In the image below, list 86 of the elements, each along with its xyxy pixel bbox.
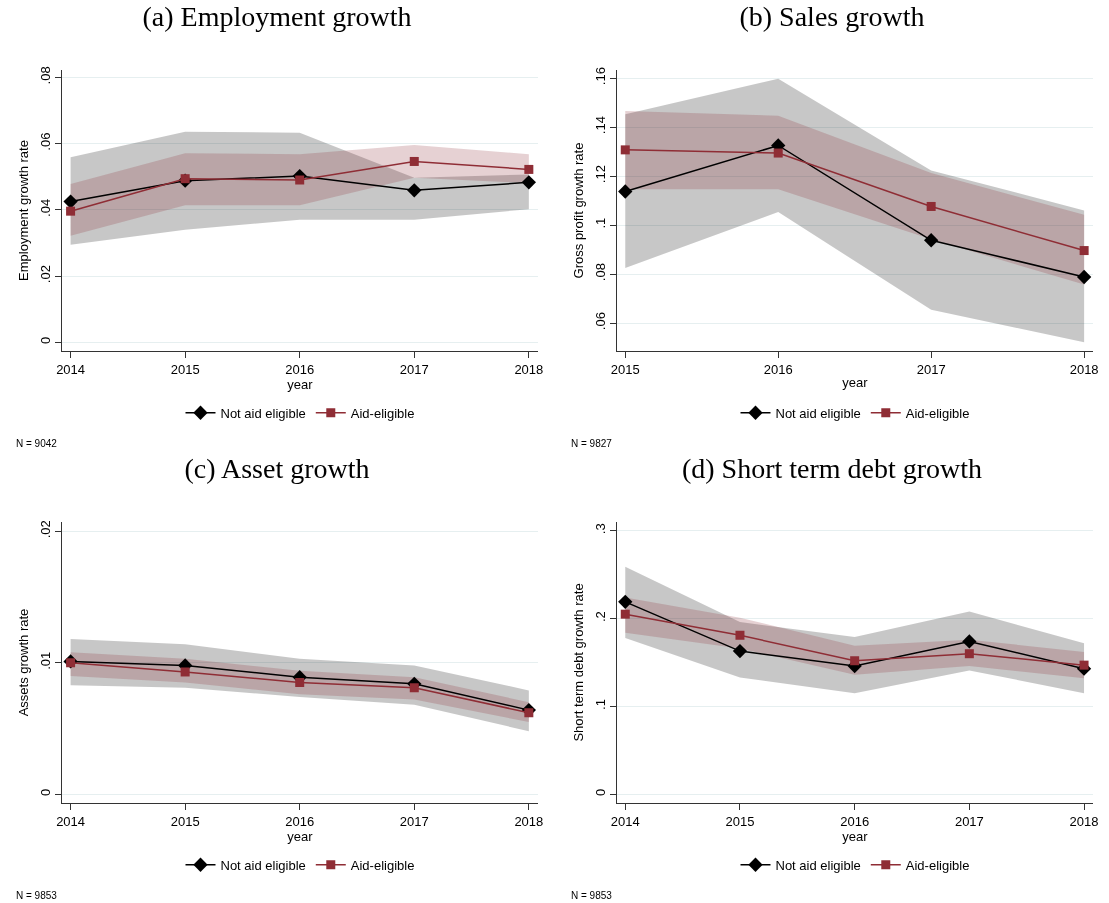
y-tick-label: .3 — [592, 523, 608, 535]
x-tick-label: 2016 — [285, 361, 315, 377]
x-axis-title: year — [287, 828, 314, 844]
point — [620, 609, 630, 619]
point — [618, 594, 633, 610]
y-tick-label: 0 — [592, 788, 608, 796]
point — [620, 145, 630, 155]
x-tick-label: 2015 — [610, 361, 640, 377]
point — [773, 148, 783, 158]
x-axis-title: year — [842, 828, 869, 844]
point — [926, 201, 936, 211]
chart-title: (c) Asset growth — [184, 453, 370, 485]
point — [850, 656, 860, 666]
text: N = 9853 — [16, 890, 58, 901]
y-tick-label: .1 — [592, 217, 608, 229]
x-tick-label: 2017 — [399, 361, 429, 377]
y-axis-title: Gross profit growth rate — [570, 142, 586, 279]
x-tick-label: 2018 — [1069, 361, 1099, 377]
x-tick-label: 2017 — [399, 813, 429, 829]
y-tick-label: .1 — [592, 699, 608, 710]
point — [409, 683, 419, 693]
text: N = 9827 — [571, 438, 613, 449]
legend-label: Not aid eligible — [220, 405, 306, 421]
point — [964, 649, 974, 659]
chart-title: (a) Employment growth — [142, 1, 412, 33]
y-tick-label: .06 — [592, 312, 608, 331]
y-axis-title: Employment growth rate — [15, 140, 31, 281]
chart-title: (b) Sales growth — [739, 1, 925, 33]
x-tick-label: 2014 — [610, 813, 640, 829]
point — [1079, 246, 1089, 256]
point — [524, 164, 534, 174]
text: N = 9042 — [16, 438, 58, 449]
x-tick-label: 2016 — [285, 813, 315, 829]
y-tick-label: .02 — [37, 520, 53, 539]
x-tick-label: 2015 — [170, 813, 200, 829]
y-tick-label: .04 — [37, 198, 53, 217]
legend-label: Aid-eligible — [905, 405, 970, 421]
legend-label: Not aid eligible — [775, 405, 861, 421]
x-tick-label: 2018 — [514, 361, 544, 377]
x-tick-label: 2016 — [763, 361, 793, 377]
y-tick-label: .01 — [37, 651, 53, 670]
legend-label: Not aid eligible — [775, 857, 861, 873]
x-axis-title: year — [842, 375, 869, 391]
y-tick-label: .14 — [592, 116, 608, 135]
y-tick-label: .06 — [37, 132, 53, 151]
point — [1079, 660, 1089, 670]
y-tick-label: 0 — [37, 788, 53, 796]
x-tick-label: 2017 — [954, 813, 984, 829]
legend-label: Aid-eligible — [350, 857, 415, 873]
y-tick-label: .12 — [592, 165, 608, 184]
point — [521, 175, 536, 190]
point — [962, 634, 977, 649]
point — [66, 206, 76, 216]
legend-label: Aid-eligible — [350, 405, 415, 421]
y-axis-title: Short term debt growth rate — [570, 583, 586, 742]
y-tick-label: .08 — [37, 66, 53, 85]
legend-label: Not aid eligible — [220, 857, 306, 873]
point — [295, 175, 305, 185]
y-tick-label: .2 — [592, 611, 608, 623]
point — [180, 667, 190, 677]
point — [407, 183, 422, 198]
point — [618, 184, 633, 199]
x-tick-label: 2016 — [840, 813, 870, 829]
point — [295, 678, 305, 687]
legend-label: Aid-eligible — [905, 857, 970, 873]
point — [732, 643, 748, 659]
x-axis-title: year — [287, 376, 314, 392]
x-tick-label: 2014 — [56, 361, 86, 377]
x-tick-label: 2017 — [916, 361, 946, 377]
chart-title: (d) Short term debt growth — [681, 453, 983, 485]
point — [409, 156, 419, 166]
text: N = 9853 — [571, 890, 613, 901]
y-tick-label: .16 — [592, 67, 608, 86]
x-tick-label: 2015 — [170, 361, 200, 377]
y-tick-label: .08 — [592, 263, 608, 282]
y-tick-label: 0 — [37, 336, 53, 345]
y-tick-label: .02 — [37, 265, 53, 284]
x-tick-label: 2018 — [1069, 813, 1099, 829]
point — [924, 233, 939, 248]
x-tick-label: 2014 — [56, 813, 86, 829]
point — [1076, 269, 1092, 285]
x-tick-label: 2018 — [514, 813, 544, 829]
point — [63, 194, 78, 209]
x-tick-label: 2015 — [725, 813, 755, 829]
y-axis-title: Assets growth rate — [15, 608, 31, 717]
point — [735, 630, 745, 640]
